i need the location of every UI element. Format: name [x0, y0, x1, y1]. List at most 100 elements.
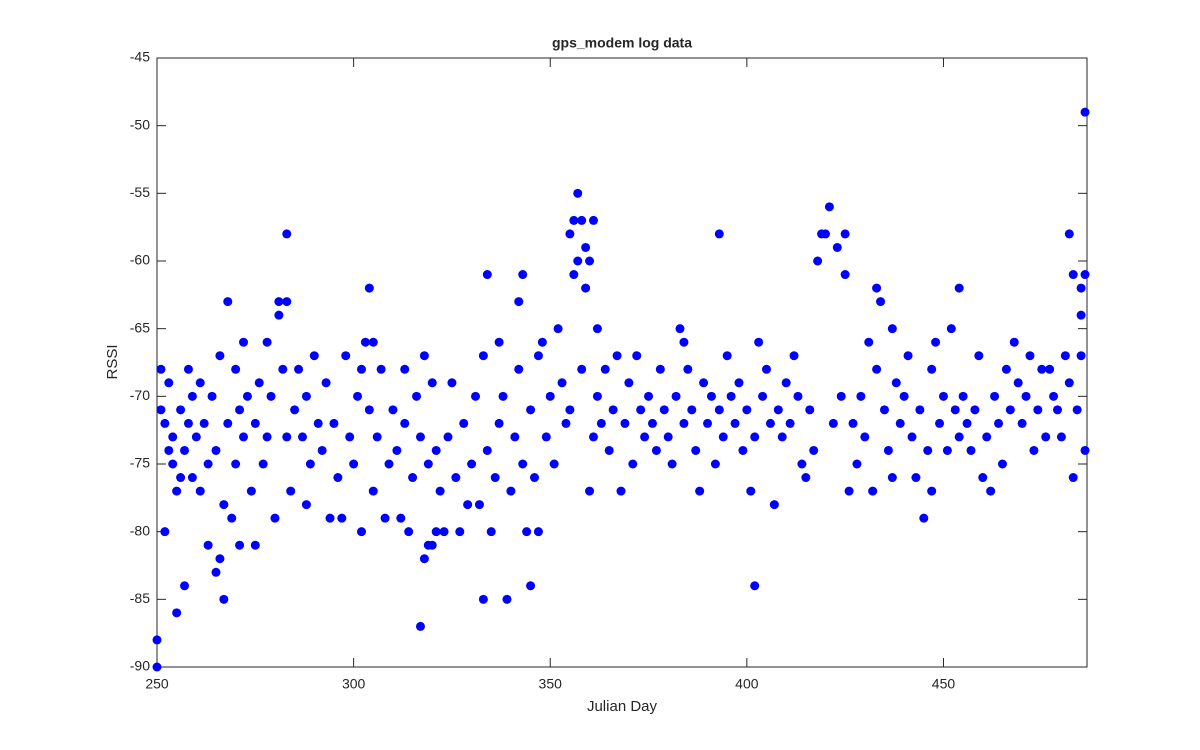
chart-title: gps_modem log data — [552, 35, 692, 51]
point — [510, 432, 520, 442]
point — [266, 391, 276, 401]
point — [836, 391, 846, 401]
point — [840, 270, 850, 280]
point — [180, 581, 190, 591]
point — [718, 432, 728, 442]
point — [950, 405, 960, 415]
point — [722, 351, 732, 361]
point — [891, 378, 901, 388]
point — [282, 432, 292, 442]
point — [368, 486, 378, 496]
point — [349, 459, 359, 469]
point — [435, 486, 445, 496]
point — [726, 391, 736, 401]
point — [482, 445, 492, 455]
x-tick-label: 400 — [735, 676, 759, 692]
point — [396, 513, 406, 523]
point — [687, 405, 697, 415]
y-tick-label: -75 — [130, 455, 150, 471]
point — [644, 391, 654, 401]
point — [160, 418, 170, 428]
point — [498, 391, 508, 401]
point — [219, 594, 229, 604]
point — [231, 459, 241, 469]
point — [471, 391, 481, 401]
point — [152, 635, 162, 645]
point — [246, 486, 256, 496]
point — [364, 283, 374, 293]
point — [596, 418, 606, 428]
point — [738, 445, 748, 455]
point — [522, 527, 532, 537]
point — [714, 229, 724, 239]
point — [781, 378, 791, 388]
point — [758, 391, 768, 401]
point — [954, 283, 964, 293]
point — [223, 418, 233, 428]
point — [423, 459, 433, 469]
point — [172, 486, 182, 496]
point — [990, 391, 1000, 401]
point — [655, 364, 665, 374]
point — [482, 270, 492, 280]
point — [636, 405, 646, 415]
point — [742, 405, 752, 415]
point — [577, 364, 587, 374]
point — [321, 378, 331, 388]
point — [777, 432, 787, 442]
point — [1072, 405, 1082, 415]
point — [1064, 229, 1074, 239]
point — [541, 432, 551, 442]
point — [191, 432, 201, 442]
point — [923, 445, 933, 455]
point — [463, 500, 473, 510]
point — [561, 418, 571, 428]
point — [274, 310, 284, 320]
plot-area — [156, 57, 1088, 668]
point — [640, 432, 650, 442]
point — [486, 527, 496, 537]
point — [754, 337, 764, 347]
point — [1001, 364, 1011, 374]
point — [219, 500, 229, 510]
point — [415, 432, 425, 442]
point — [215, 351, 225, 361]
point — [431, 527, 441, 537]
point — [215, 554, 225, 564]
point — [262, 432, 272, 442]
point — [762, 364, 772, 374]
point — [203, 540, 213, 550]
point — [286, 486, 296, 496]
point — [278, 364, 288, 374]
point — [679, 337, 689, 347]
point — [856, 391, 866, 401]
point — [553, 324, 563, 334]
point — [588, 432, 598, 442]
point — [557, 378, 567, 388]
point — [565, 229, 575, 239]
point — [1076, 283, 1086, 293]
point — [903, 351, 913, 361]
point — [1068, 473, 1078, 483]
point — [356, 527, 366, 537]
point — [844, 486, 854, 496]
point — [195, 486, 205, 496]
point — [809, 445, 819, 455]
point — [1056, 432, 1066, 442]
point — [573, 188, 583, 198]
point — [455, 527, 465, 537]
point — [879, 405, 889, 415]
point — [616, 486, 626, 496]
y-tick-label: -85 — [130, 590, 150, 606]
point — [628, 459, 638, 469]
point — [239, 432, 249, 442]
point — [478, 351, 488, 361]
point — [250, 418, 260, 428]
point — [1017, 418, 1027, 428]
point — [608, 405, 618, 415]
point — [313, 418, 323, 428]
point — [372, 432, 382, 442]
point — [895, 418, 905, 428]
y-tick-label: -90 — [130, 658, 150, 674]
point — [773, 405, 783, 415]
